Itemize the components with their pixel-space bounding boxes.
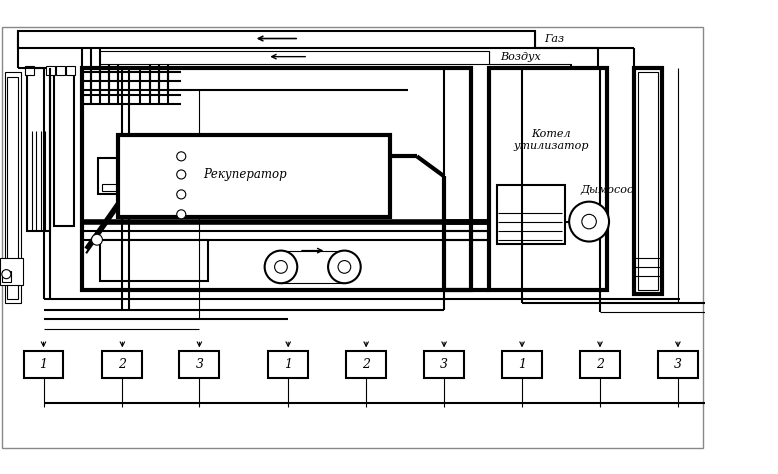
Bar — [46, 66, 55, 75]
Text: 1: 1 — [284, 358, 293, 371]
Circle shape — [328, 251, 361, 283]
Bar — [580, 351, 620, 378]
Bar — [56, 66, 65, 75]
Bar — [26, 66, 34, 75]
Bar — [18, 31, 534, 47]
Bar — [634, 67, 661, 294]
Text: 3: 3 — [195, 358, 203, 371]
Text: 1: 1 — [40, 358, 47, 371]
Circle shape — [177, 170, 186, 179]
Bar — [2, 272, 11, 283]
Bar — [66, 66, 75, 75]
Text: 1: 1 — [518, 358, 526, 371]
Bar — [424, 351, 464, 378]
Bar — [502, 351, 542, 378]
Circle shape — [569, 201, 609, 242]
Bar — [0, 258, 23, 285]
Bar — [5, 72, 21, 303]
Bar — [100, 240, 209, 281]
Bar — [100, 51, 489, 64]
Text: 3: 3 — [440, 358, 448, 371]
Text: Котел
утилизатор: Котел утилизатор — [513, 129, 589, 151]
Bar — [101, 183, 117, 191]
Circle shape — [177, 152, 186, 161]
Bar — [769, 351, 778, 378]
Text: 2: 2 — [596, 358, 604, 371]
Text: 2: 2 — [118, 358, 126, 371]
Bar — [346, 351, 386, 378]
Bar — [658, 351, 698, 378]
Bar — [27, 67, 50, 231]
Text: Воздух: Воздух — [500, 52, 541, 62]
Bar — [496, 185, 565, 244]
Bar — [180, 351, 219, 378]
Text: 2: 2 — [362, 358, 370, 371]
Bar — [54, 67, 75, 226]
Text: 3: 3 — [674, 358, 682, 371]
Bar — [23, 351, 64, 378]
Circle shape — [265, 251, 297, 283]
Circle shape — [92, 234, 103, 245]
Text: Дымосос: Дымосос — [580, 185, 633, 195]
Bar — [103, 351, 142, 378]
Circle shape — [582, 214, 597, 229]
Bar — [98, 158, 121, 194]
Bar — [489, 67, 607, 290]
Circle shape — [177, 210, 186, 219]
Circle shape — [2, 270, 11, 279]
Text: Газ: Газ — [544, 34, 564, 44]
Circle shape — [338, 261, 351, 273]
Bar — [638, 72, 658, 291]
Circle shape — [275, 261, 287, 273]
Bar — [117, 136, 390, 217]
Bar — [268, 351, 308, 378]
Text: Рекуператор: Рекуператор — [203, 168, 286, 181]
Bar — [82, 67, 471, 290]
Bar — [7, 77, 18, 299]
Circle shape — [177, 190, 186, 199]
